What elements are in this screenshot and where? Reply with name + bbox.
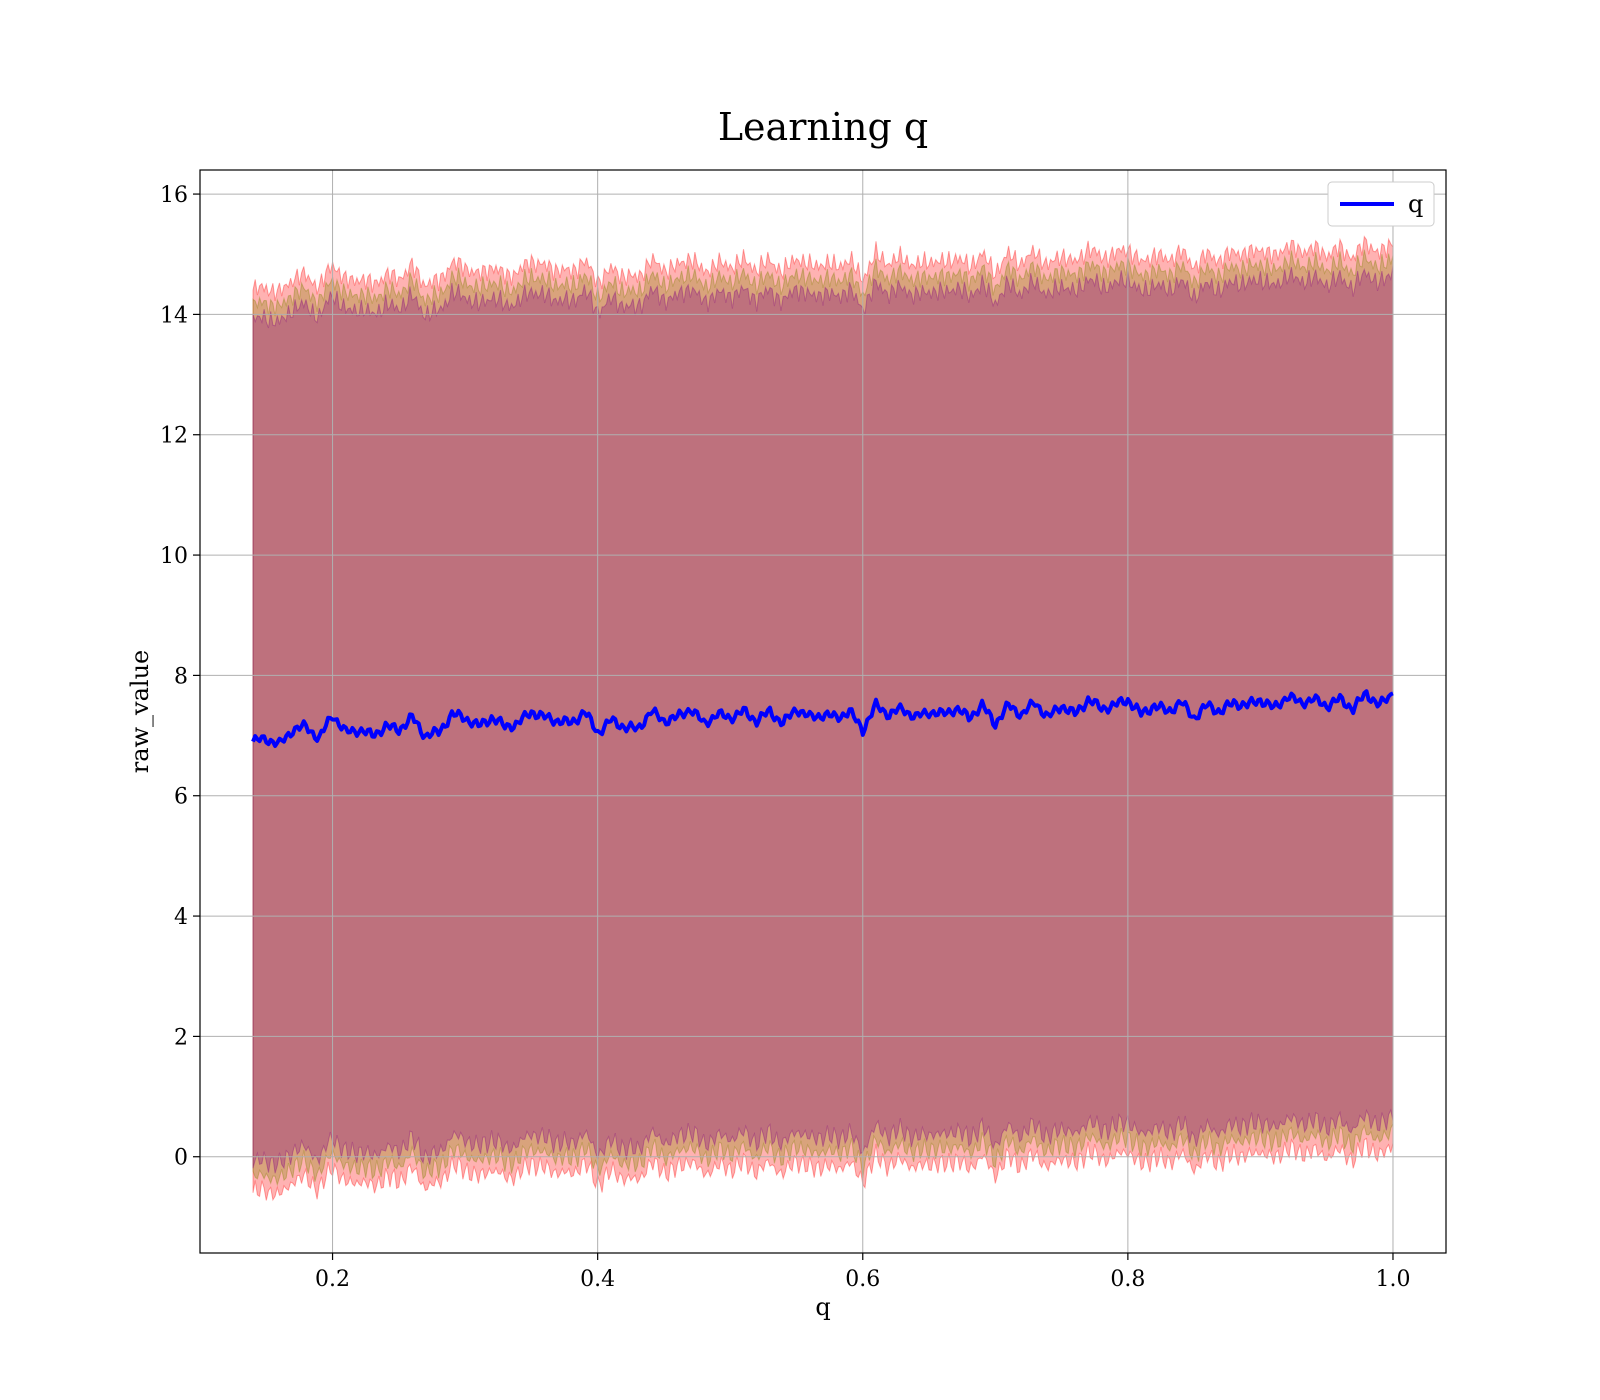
y-tick-label: 6 [174,785,188,810]
y-tick-label: 10 [160,544,188,569]
y-tick-label: 12 [160,424,188,449]
series-line-q [251,689,1394,748]
x-tick-label: 0.4 [580,1267,615,1292]
y-axis: 0 2 4 6 8 10 12 14 16 [160,183,200,1171]
x-tick-label: 0.6 [845,1267,880,1292]
x-axis-label: q [815,1293,830,1321]
series-layer [251,689,1394,748]
plot-frame [199,169,1447,1254]
y-tick-label: 0 [174,1146,188,1171]
x-tick-label: 0.8 [1110,1267,1145,1292]
x-tick-label: 1.0 [1375,1267,1410,1292]
y-tick-label: 2 [174,1025,188,1050]
grid-lines [200,170,1446,1253]
x-axis: 0.2 0.4 0.6 0.8 1.0 [315,1253,1410,1292]
y-tick-label: 16 [160,183,188,208]
legend: q [1327,181,1435,227]
y-axis-label: raw_value [126,650,154,774]
y-tick-label: 8 [174,664,188,689]
y-tick-label: 4 [174,905,188,930]
y-tick-label: 14 [160,303,188,328]
chart-title: Learning q [718,105,928,149]
legend-label: q [1408,190,1423,218]
x-tick-label: 0.2 [315,1267,350,1292]
